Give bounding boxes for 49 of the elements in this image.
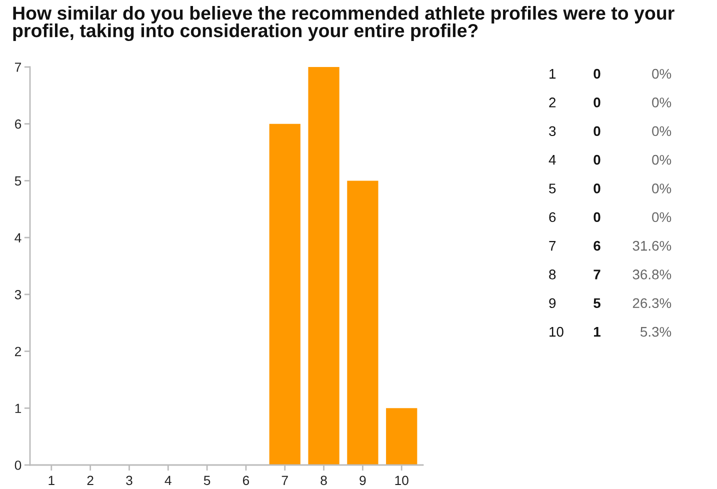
x-tick-label: 9 [360,476,366,486]
chart-title: How similar do you believe the recommended athlete profiles were to your profile, taking into consideration your entire profile? [13,6,674,42]
x-tick-label: 7 [282,476,288,485]
y-tick-label: 4 [14,233,22,242]
text: 5 [594,298,600,308]
text: 0 [594,68,600,79]
text: 6 [549,212,556,222]
text: 0% [652,184,672,194]
y-tick-label: 5 [14,176,22,186]
category-label: 8 [549,270,556,280]
category-label: 3 [549,126,556,136]
x-tick-label: 5 [204,476,210,486]
text: 0% [652,154,672,165]
y-tick-label: 1 [15,404,22,413]
x-tick-label: 4 [164,476,172,485]
text: 1 [550,69,556,79]
text: 36.8% [632,270,672,280]
x-tick-label: 2 [87,476,94,485]
text: 7 [549,241,556,251]
text: 0 [594,98,600,108]
text: 0 [594,212,600,222]
category-label: 9 [549,298,556,308]
text: 0% [652,68,672,79]
y-tick-label: 7 [15,62,22,72]
x-tick-label: 6 [242,476,250,486]
category-label: 10 [550,326,564,337]
text: 7 [594,270,600,280]
text: 5.3% [640,326,672,337]
text: 0 [594,126,600,136]
y-tick-label: 6 [15,119,22,129]
category-label: 2 [549,98,556,108]
text: 0% [652,98,672,108]
y-tick-label: 2 [14,346,22,356]
text: 0% [652,212,672,222]
category-label: 4 [548,155,556,165]
y-tick-label: 0 [14,460,22,470]
text: 6 [594,240,600,251]
y-tick-label: 3 [14,290,22,300]
text: 5 [549,184,556,194]
x-tick-label: 10 [395,476,408,486]
text: 0% [652,126,672,136]
x-tick-label: 1 [48,476,54,485]
text: 26.3% [632,298,672,308]
text: 31.6% [632,240,672,251]
text: 0 [594,184,600,194]
text: 0 [594,154,600,165]
x-tick-label: 3 [126,476,132,486]
x-tick-label: 8 [320,476,327,486]
category-label: 1 [594,327,600,337]
